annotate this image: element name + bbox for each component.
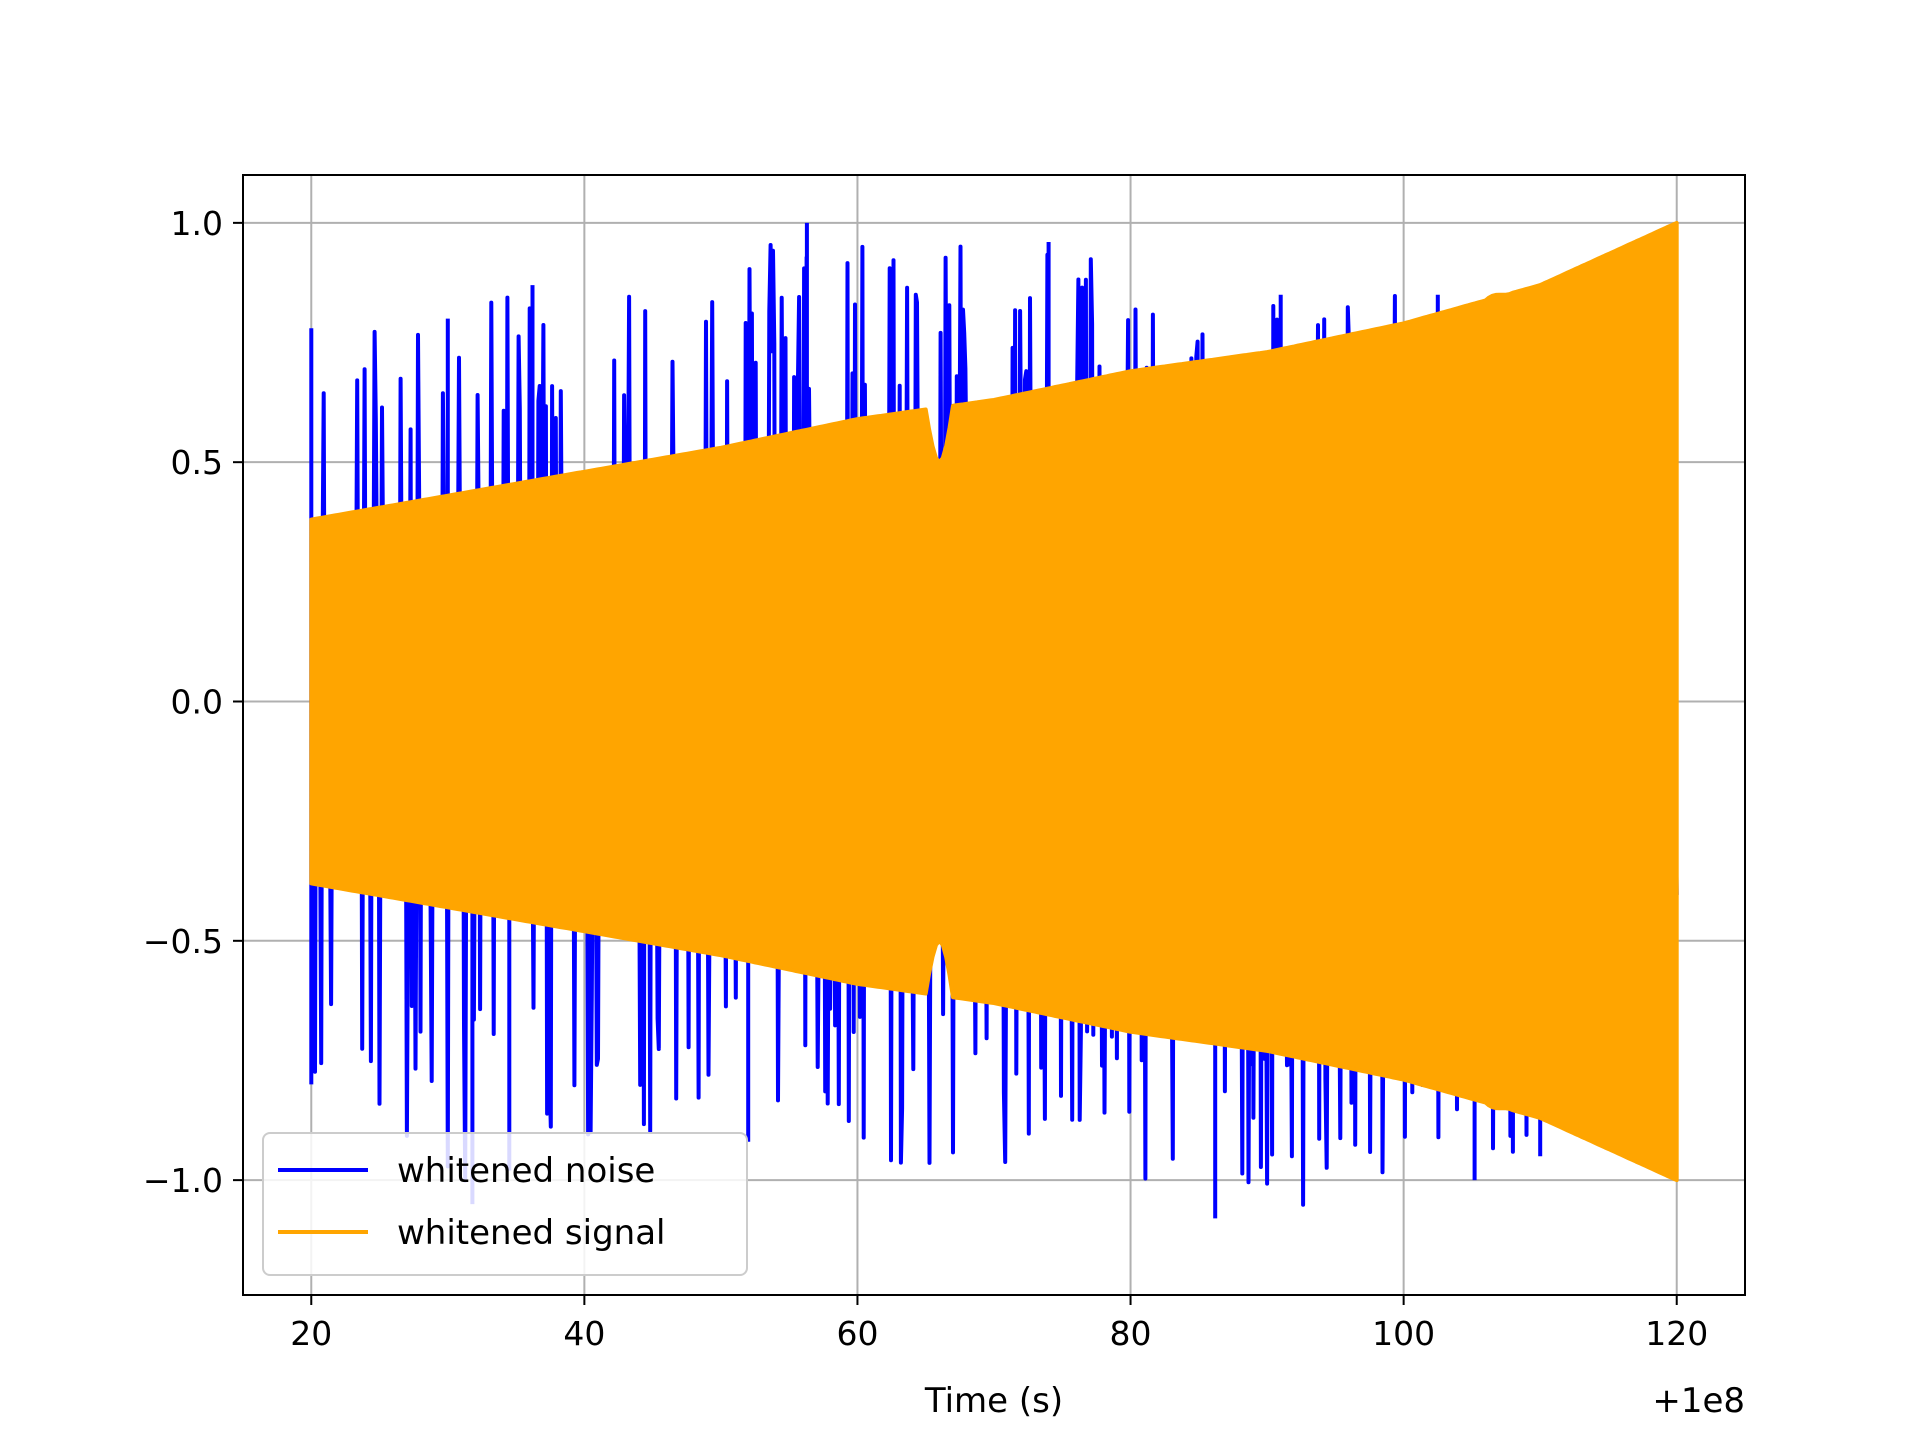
ticks: 20 40 60 80 100 120 −1.0 −0.5 0.0 0.5 1.0 xyxy=(143,204,1708,1353)
y-tick-label-3: 0.5 xyxy=(171,443,223,482)
legend-frame xyxy=(262,1132,748,1276)
legend: whitened noise whitened signal xyxy=(262,1132,748,1276)
legend-label-noise: whitened noise xyxy=(397,1151,655,1191)
x-offset-label: +1e8 xyxy=(1652,1381,1745,1421)
x-tick-label-5: 120 xyxy=(1645,1314,1708,1353)
series-layer xyxy=(309,220,1679,1219)
plot-frame xyxy=(242,174,1746,1296)
x-tick-label-3: 80 xyxy=(1110,1314,1152,1353)
x-tick-label-4: 100 xyxy=(1372,1314,1435,1353)
x-tick-label-1: 40 xyxy=(563,1314,605,1353)
y-tick-label-2: 0.0 xyxy=(171,682,223,721)
x-tick-label-2: 60 xyxy=(836,1314,878,1353)
x-tick-label-0: 20 xyxy=(290,1314,332,1353)
legend-label-signal: whitened signal xyxy=(397,1213,665,1253)
y-tick-label-4: 1.0 xyxy=(171,204,223,243)
series-whitened-signal xyxy=(309,220,1679,1183)
y-tick-label-0: −1.0 xyxy=(143,1161,223,1200)
x-axis-label: Time (s) xyxy=(924,1381,1063,1421)
y-tick-label-1: −0.5 xyxy=(143,922,223,961)
